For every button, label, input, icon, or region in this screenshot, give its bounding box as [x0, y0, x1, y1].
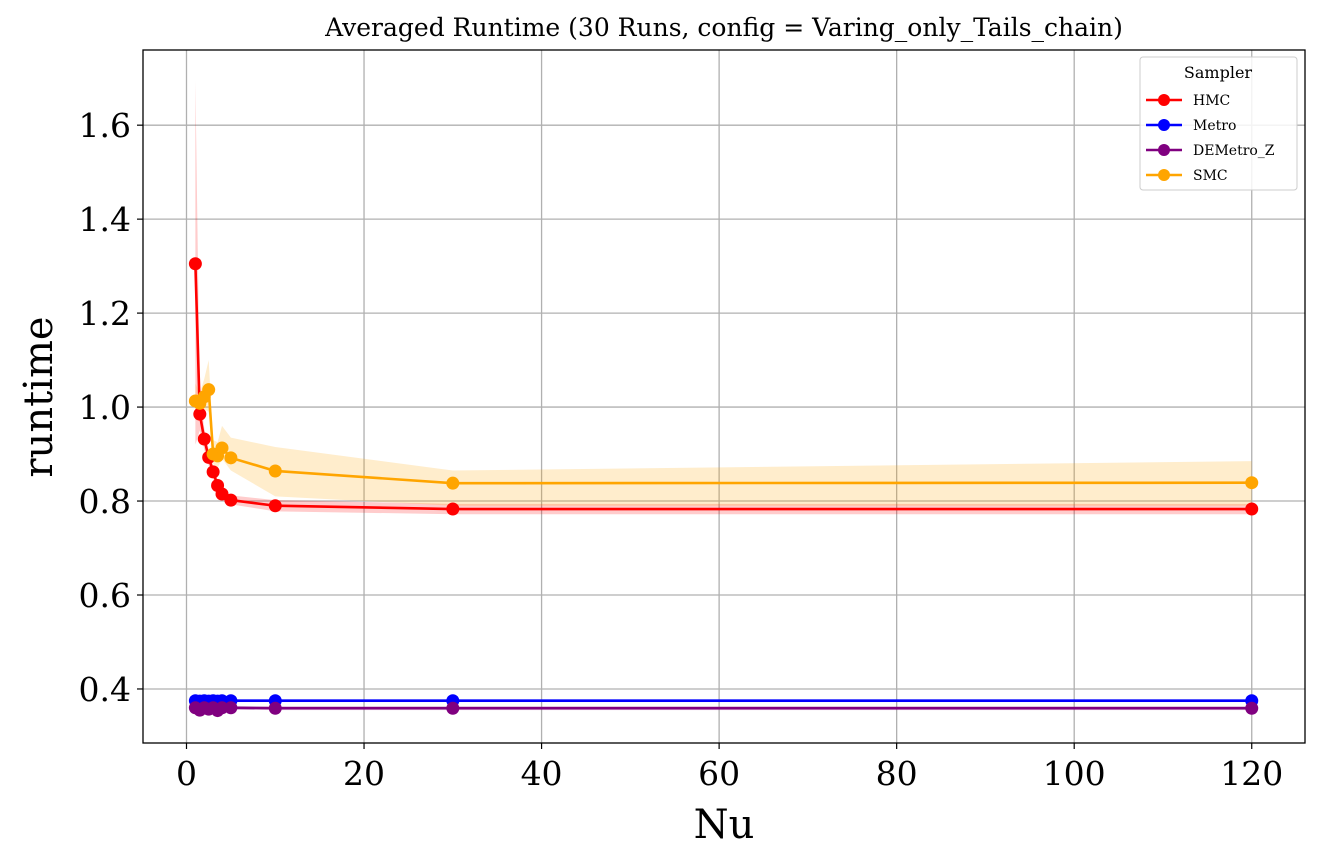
grid — [143, 50, 1305, 743]
legend-box — [1139, 56, 1298, 191]
x-tick-label: 100 — [1043, 754, 1106, 793]
legend-marker-smc — [1158, 169, 1170, 181]
x-tick-label: 0 — [176, 754, 197, 793]
legend-items: HMC Metro DEMetro_Z SMC — [1146, 93, 1275, 184]
x-tick-label: 20 — [343, 754, 385, 793]
legend-label-smc: SMC — [1193, 168, 1228, 184]
legend-item-smc: SMC — [1146, 168, 1228, 184]
demetro-z-point — [268, 701, 282, 715]
y-tick-label: 0.4 — [79, 670, 131, 709]
plot-area-frame — [142, 49, 1306, 744]
y-tick-label: 1.2 — [79, 294, 131, 333]
x-axis-label: Nu — [694, 802, 755, 848]
y-tick-label: 0.6 — [79, 576, 131, 615]
x-tick-label: 40 — [521, 754, 563, 793]
hmc-point — [268, 499, 282, 513]
hmc-point — [188, 257, 202, 271]
smc-point — [224, 451, 238, 465]
series-points — [188, 257, 1259, 718]
demetro-z-point — [446, 701, 460, 715]
chart-title: Averaged Runtime (30 Runs, config = Vari… — [324, 13, 1123, 42]
y-tick-label: 1.6 — [79, 106, 131, 145]
y-axis-label: runtime — [16, 316, 62, 477]
legend-label-hmc: HMC — [1193, 93, 1230, 109]
hmc-band — [195, 80, 1252, 515]
smc-point — [446, 476, 460, 490]
smc-point — [1245, 476, 1259, 490]
hmc-point — [193, 407, 207, 421]
confidence-bands — [195, 80, 1252, 713]
legend-marker-hmc — [1158, 94, 1170, 106]
demetro-z-point — [224, 701, 238, 715]
hmc-point — [446, 502, 460, 516]
axis-ticks: 0 20 40 60 80 100 120 0.4 0.6 0.8 1.0 1.2 1.4 1.6 — [79, 106, 1284, 793]
smc-band — [195, 360, 1252, 506]
legend-marker-metro — [1158, 119, 1170, 131]
demetro-z-line — [194, 706, 1252, 712]
hmc-point — [224, 493, 238, 507]
legend-label-demetro-z: DEMetro_Z — [1193, 143, 1275, 159]
smc-point — [202, 383, 216, 397]
smc-point — [215, 441, 229, 455]
hmc-point — [197, 432, 211, 446]
smc-point — [268, 464, 282, 478]
hmc-point — [206, 465, 220, 479]
legend: Sampler HMC Metro DEMetro_Z SMC — [1139, 56, 1298, 191]
x-tick-label: 60 — [698, 754, 740, 793]
y-tick-label: 0.8 — [79, 482, 131, 521]
legend-marker-demetro-z — [1158, 144, 1170, 156]
x-tick-label: 80 — [876, 754, 918, 793]
hmc-point — [1245, 502, 1259, 516]
x-tick-label: 120 — [1220, 754, 1283, 793]
legend-item-demetro-z: DEMetro_Z — [1146, 143, 1275, 159]
legend-item-metro: Metro — [1146, 118, 1236, 134]
y-tick-label: 1.0 — [79, 388, 131, 427]
legend-label-metro: Metro — [1193, 118, 1236, 134]
demetro-z-point — [1245, 701, 1259, 715]
y-tick-label: 1.4 — [79, 200, 131, 239]
legend-title: Sampler — [1184, 63, 1253, 82]
legend-item-hmc: HMC — [1146, 93, 1230, 109]
